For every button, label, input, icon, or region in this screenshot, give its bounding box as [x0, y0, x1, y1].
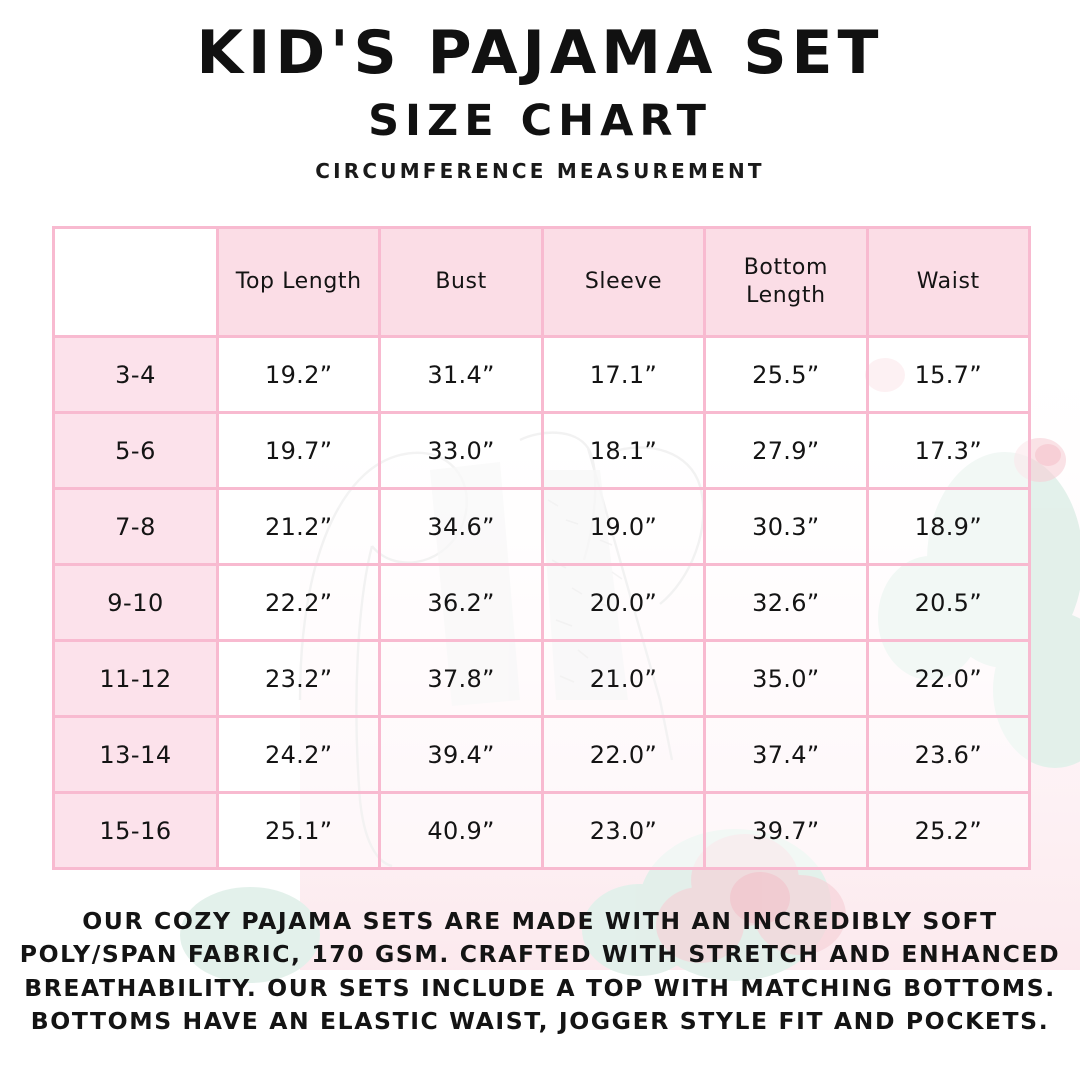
table-row: 9-10 22.2” 36.2” 20.0” 32.6” 20.5” [52, 563, 1031, 642]
table-header: Top Length Bust Sleeve Bottom Length Wai… [52, 226, 1031, 338]
cell-top-length: 19.2” [215, 335, 382, 414]
cell-bust: 40.9” [378, 791, 544, 870]
table-row: 13-14 24.2” 39.4” 22.0” 37.4” 23.6” [52, 715, 1031, 794]
cell-top-length: 25.1” [215, 791, 382, 870]
cell-bust: 33.0” [378, 411, 544, 490]
cell-sleeve: 22.0” [540, 715, 707, 794]
table-row: 3-4 19.2” 31.4” 17.1” 25.5” 15.7” [52, 335, 1031, 414]
column-header-top-length: Top Length [215, 226, 382, 338]
footer-line: POLY/SPAN FABRIC, 170 GSM. CRAFTED WITH … [19, 940, 1061, 969]
footer-line: OUR COZY PAJAMA SETS ARE MADE WITH AN IN… [82, 907, 998, 935]
cell-top-length: 22.2” [215, 563, 382, 642]
cell-bust: 34.6” [378, 487, 544, 566]
cell-top-length: 19.7” [215, 411, 382, 490]
cell-top-length: 23.2” [215, 639, 382, 718]
table-row: 7-8 21.2” 34.6” 19.0” 30.3” 18.9” [52, 487, 1031, 566]
header-row: Top Length Bust Sleeve Bottom Length Wai… [52, 226, 1031, 338]
cell-top-length: 21.2” [215, 487, 382, 566]
cell-bottom-length: 37.4” [703, 715, 869, 794]
row-header-size: 15-16 [52, 791, 219, 870]
header-block: KID'S PAJAMA SET SIZE CHART CIRCUMFERENC… [0, 18, 1080, 183]
cell-sleeve: 21.0” [540, 639, 707, 718]
cell-top-length: 24.2” [215, 715, 382, 794]
cell-waist: 22.0” [865, 639, 1031, 718]
cell-sleeve: 19.0” [540, 487, 707, 566]
cell-bottom-length: 35.0” [703, 639, 869, 718]
cell-bottom-length: 30.3” [703, 487, 869, 566]
footer-line: BOTTOMS HAVE AN ELASTIC WAIST, JOGGER ST… [30, 1007, 1050, 1036]
table-row: 15-16 25.1” 40.9” 23.0” 39.7” 25.2” [52, 791, 1031, 870]
cell-bottom-length: 32.6” [703, 563, 869, 642]
cell-bust: 36.2” [378, 563, 544, 642]
column-header-sleeve: Sleeve [540, 226, 707, 338]
footer-description: OUR COZY PAJAMA SETS ARE MADE WITH AN IN… [0, 905, 1080, 1038]
cell-sleeve: 20.0” [540, 563, 707, 642]
row-header-size: 5-6 [52, 411, 219, 490]
cell-waist: 18.9” [865, 487, 1031, 566]
measurement-note: CIRCUMFERENCE MEASUREMENT [315, 159, 765, 184]
row-header-size: 13-14 [52, 715, 219, 794]
row-header-size: 3-4 [52, 335, 219, 414]
footer-line: BREATHABILITY. OUR SETS INCLUDE A TOP WI… [24, 973, 1056, 1002]
table-body: 3-4 19.2” 31.4” 17.1” 25.5” 15.7” 5-6 19… [52, 335, 1031, 870]
cell-waist: 17.3” [865, 411, 1031, 490]
page-title: KID'S PAJAMA SET [196, 18, 884, 88]
cell-waist: 20.5” [865, 563, 1031, 642]
cell-bust: 39.4” [378, 715, 544, 794]
column-header-waist: Waist [865, 226, 1031, 338]
column-header-bottom-length: Bottom Length [703, 226, 869, 338]
cell-sleeve: 18.1” [540, 411, 707, 490]
row-header-size: 7-8 [52, 487, 219, 566]
column-header-bust: Bust [378, 226, 544, 338]
cell-bust: 31.4” [378, 335, 544, 414]
table-corner-cell [52, 226, 219, 338]
cell-waist: 23.6” [865, 715, 1031, 794]
cell-bottom-length: 39.7” [703, 791, 869, 870]
cell-bottom-length: 27.9” [703, 411, 869, 490]
table-row: 11-12 23.2” 37.8” 21.0” 35.0” 22.0” [52, 639, 1031, 718]
row-header-size: 11-12 [52, 639, 219, 718]
cell-sleeve: 17.1” [540, 335, 707, 414]
cell-waist: 25.2” [865, 791, 1031, 870]
cell-waist: 15.7” [865, 335, 1031, 414]
row-header-size: 9-10 [52, 563, 219, 642]
page-subtitle: SIZE CHART [368, 95, 712, 146]
cell-bust: 37.8” [378, 639, 544, 718]
size-chart-table: Top Length Bust Sleeve Bottom Length Wai… [52, 226, 1031, 870]
cell-sleeve: 23.0” [540, 791, 707, 870]
table-row: 5-6 19.7” 33.0” 18.1” 27.9” 17.3” [52, 411, 1031, 490]
cell-bottom-length: 25.5” [703, 335, 869, 414]
